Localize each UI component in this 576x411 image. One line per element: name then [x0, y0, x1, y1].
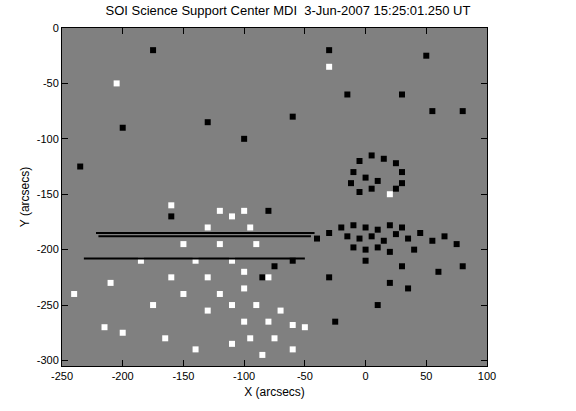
- svg-text:Y (arcsecs): Y (arcsecs): [18, 167, 32, 227]
- svg-text:50: 50: [420, 370, 432, 382]
- svg-text:-100: -100: [37, 133, 59, 145]
- svg-text:-250: -250: [37, 299, 59, 311]
- svg-text:SOI Science Support Center MDI: SOI Science Support Center MDI 3-Jun-200…: [106, 3, 471, 18]
- svg-text:-200: -200: [112, 370, 134, 382]
- svg-text:0: 0: [53, 22, 59, 34]
- svg-text:-200: -200: [37, 243, 59, 255]
- svg-text:X (arcsecs): X (arcsecs): [244, 385, 305, 399]
- svg-text:-150: -150: [37, 188, 59, 200]
- svg-text:0: 0: [363, 370, 369, 382]
- svg-text:-250: -250: [51, 370, 73, 382]
- svg-text:-300: -300: [37, 354, 59, 366]
- svg-text:-100: -100: [233, 370, 255, 382]
- svg-text:-50: -50: [297, 370, 313, 382]
- svg-text:-50: -50: [43, 77, 59, 89]
- svg-text:100: 100: [478, 370, 496, 382]
- svg-text:-150: -150: [172, 370, 194, 382]
